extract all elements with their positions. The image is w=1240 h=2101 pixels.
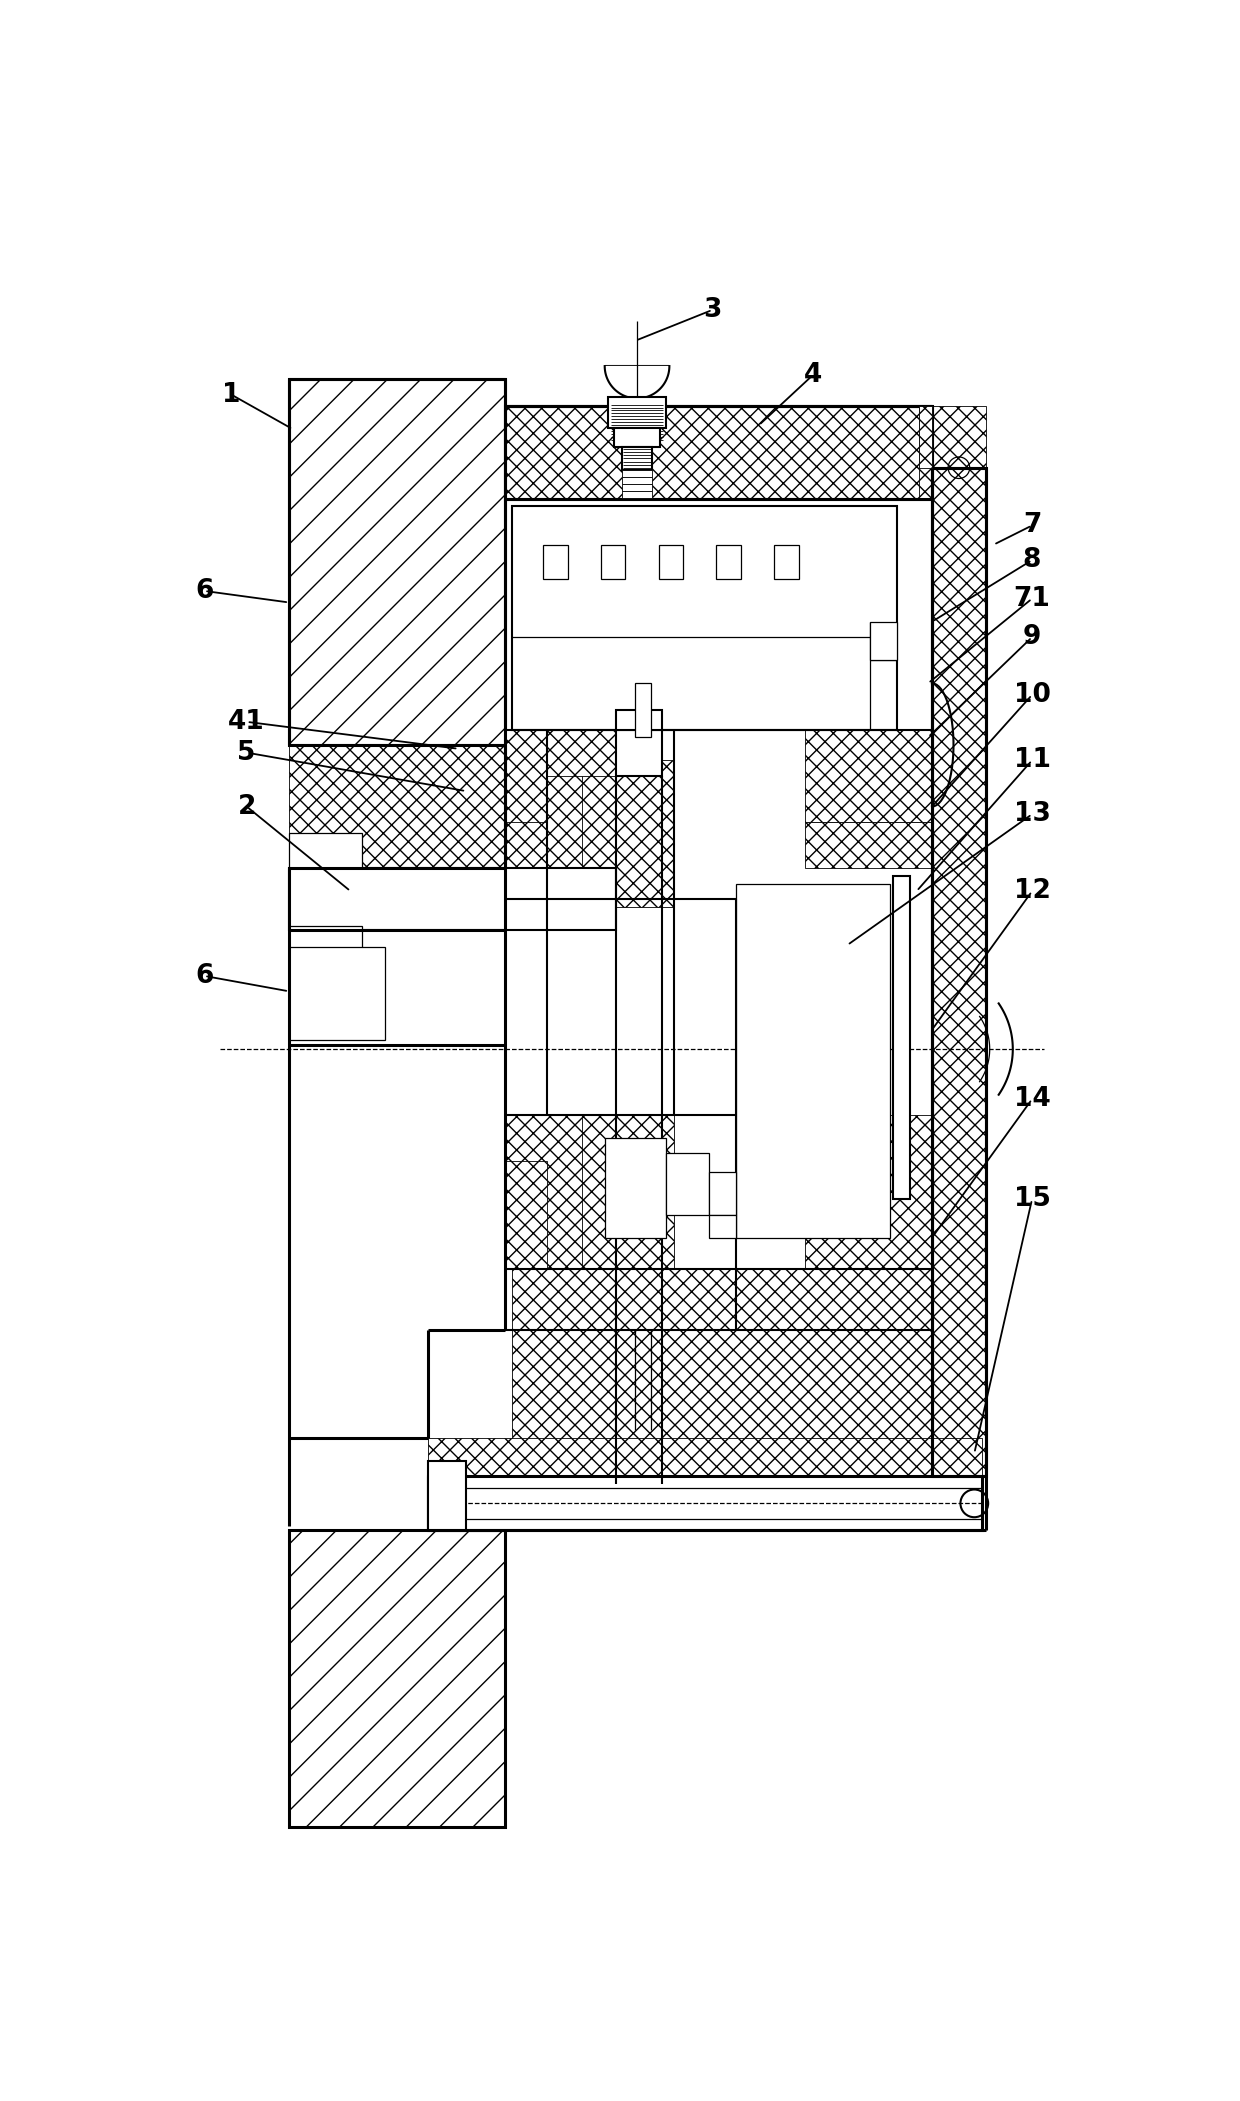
Text: 9: 9 xyxy=(1023,624,1042,649)
Bar xyxy=(582,761,675,908)
Bar xyxy=(919,405,986,498)
Bar xyxy=(601,544,625,580)
Bar xyxy=(428,1477,982,1530)
Bar xyxy=(547,714,616,775)
Bar xyxy=(870,622,898,660)
Bar xyxy=(505,1160,547,1269)
Bar xyxy=(805,821,932,868)
Bar xyxy=(543,544,568,580)
Bar xyxy=(805,729,932,821)
Text: 6: 6 xyxy=(195,962,213,990)
Bar xyxy=(616,710,662,729)
Bar xyxy=(708,1172,735,1214)
Bar xyxy=(666,1153,708,1214)
Bar xyxy=(289,746,505,868)
Bar xyxy=(505,729,631,899)
Bar xyxy=(289,927,362,950)
Bar xyxy=(505,424,589,498)
Bar xyxy=(717,544,742,580)
Bar xyxy=(289,868,616,931)
Text: 12: 12 xyxy=(1013,878,1050,903)
Text: 7: 7 xyxy=(1023,513,1042,538)
Bar xyxy=(289,378,505,746)
Text: 71: 71 xyxy=(1013,586,1050,611)
Text: 13: 13 xyxy=(1013,800,1050,828)
Bar xyxy=(512,506,898,729)
Bar xyxy=(512,1330,932,1483)
Bar xyxy=(621,483,652,492)
Bar xyxy=(505,405,932,498)
Bar xyxy=(505,1114,631,1269)
Text: 5: 5 xyxy=(238,740,255,765)
Bar xyxy=(621,471,652,477)
Bar xyxy=(505,821,547,899)
Bar xyxy=(708,1214,735,1237)
Text: 41: 41 xyxy=(228,708,265,735)
Bar xyxy=(289,834,362,868)
Bar xyxy=(658,544,683,580)
Text: 11: 11 xyxy=(1013,748,1050,773)
Bar xyxy=(605,1137,666,1237)
Bar xyxy=(805,1114,932,1269)
Text: 15: 15 xyxy=(1013,1187,1050,1212)
Bar xyxy=(894,876,910,1200)
Bar xyxy=(582,1114,675,1269)
Bar xyxy=(735,885,889,1237)
Text: 3: 3 xyxy=(703,296,722,324)
Text: 2: 2 xyxy=(238,794,255,819)
Bar xyxy=(621,448,652,471)
Bar xyxy=(428,1477,982,1530)
Text: 1: 1 xyxy=(222,382,241,408)
Text: 8: 8 xyxy=(1023,546,1042,574)
Bar xyxy=(621,477,652,483)
Bar xyxy=(289,1530,505,1826)
Text: 6: 6 xyxy=(195,578,213,603)
Bar xyxy=(428,1437,982,1477)
Bar xyxy=(614,429,660,448)
Bar xyxy=(932,469,986,1477)
Text: 14: 14 xyxy=(1013,1086,1050,1111)
Bar xyxy=(919,405,932,469)
Bar xyxy=(774,544,799,580)
Text: 10: 10 xyxy=(1013,683,1050,708)
Bar xyxy=(616,729,662,775)
Bar xyxy=(289,948,386,1040)
Bar xyxy=(635,683,651,737)
Text: 4: 4 xyxy=(804,361,822,389)
Bar xyxy=(621,492,652,498)
Bar xyxy=(428,1460,466,1530)
Bar xyxy=(512,1269,932,1330)
Bar xyxy=(608,397,666,429)
